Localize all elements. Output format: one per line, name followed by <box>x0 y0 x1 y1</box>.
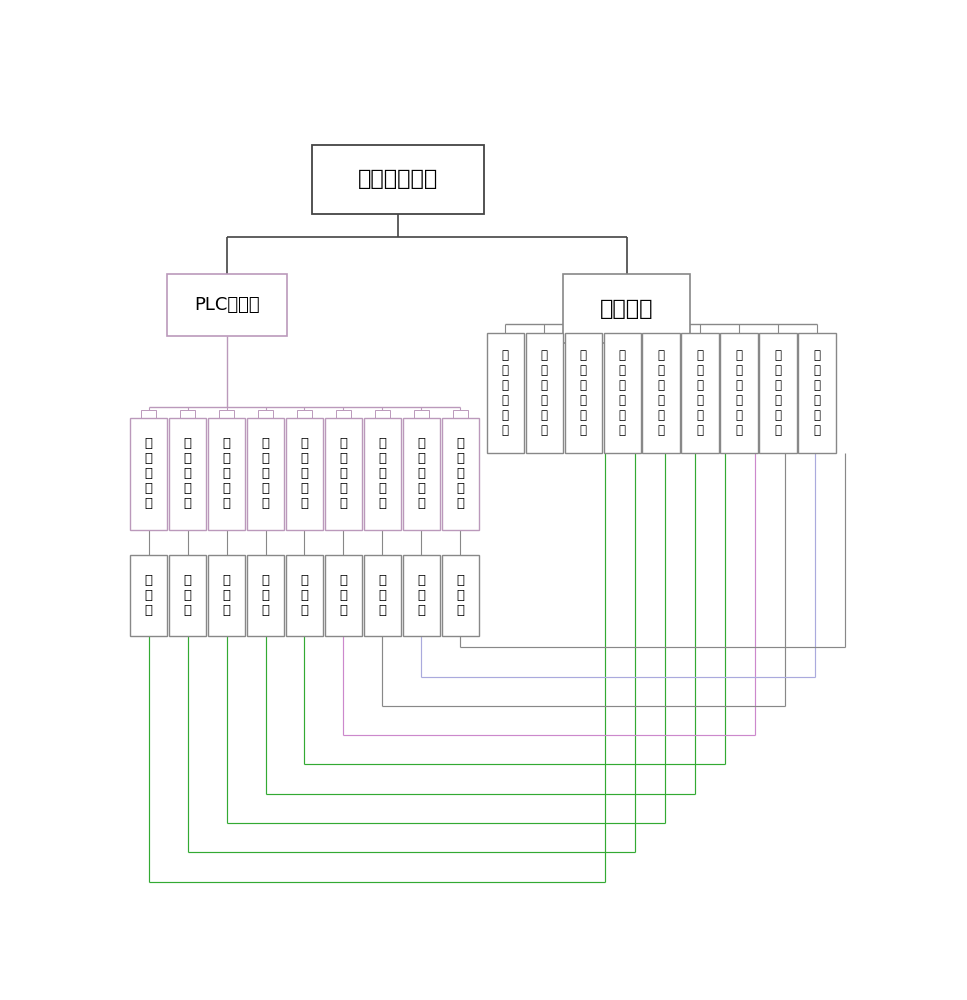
Text: PLC控制器: PLC控制器 <box>194 296 260 314</box>
FancyBboxPatch shape <box>364 418 401 530</box>
FancyBboxPatch shape <box>402 418 440 530</box>
FancyBboxPatch shape <box>325 555 363 636</box>
FancyBboxPatch shape <box>642 333 680 453</box>
FancyBboxPatch shape <box>180 410 195 418</box>
Text: 标
准
力
传
感
器: 标 准 力 传 感 器 <box>813 349 821 437</box>
FancyBboxPatch shape <box>247 555 284 636</box>
FancyBboxPatch shape <box>364 555 401 636</box>
FancyBboxPatch shape <box>563 274 690 343</box>
Text: 电
动
缸: 电 动 缸 <box>261 574 270 617</box>
FancyBboxPatch shape <box>442 418 479 530</box>
FancyBboxPatch shape <box>336 410 351 418</box>
FancyBboxPatch shape <box>759 333 797 453</box>
FancyBboxPatch shape <box>565 333 602 453</box>
Text: 伺
服
驱
动
器: 伺 服 驱 动 器 <box>378 437 387 510</box>
Text: 标
准
力
传
感
器: 标 准 力 传 感 器 <box>775 349 781 437</box>
Text: 电
动
缸: 电 动 缸 <box>456 574 464 617</box>
Text: 电
动
缸: 电 动 缸 <box>339 574 347 617</box>
Text: 力源控制模块: 力源控制模块 <box>358 169 438 189</box>
FancyBboxPatch shape <box>402 555 440 636</box>
Text: 电
动
缸: 电 动 缸 <box>184 574 191 617</box>
Text: 伺
服
驱
动
器: 伺 服 驱 动 器 <box>261 437 270 510</box>
FancyBboxPatch shape <box>799 333 835 453</box>
FancyBboxPatch shape <box>141 410 156 418</box>
Text: 电
动
缸: 电 动 缸 <box>418 574 425 617</box>
Text: 电
动
缸: 电 动 缸 <box>222 574 230 617</box>
FancyBboxPatch shape <box>414 410 429 418</box>
Text: 伺
服
驱
动
器: 伺 服 驱 动 器 <box>301 437 308 510</box>
FancyBboxPatch shape <box>169 555 206 636</box>
FancyBboxPatch shape <box>167 274 287 336</box>
FancyBboxPatch shape <box>297 410 312 418</box>
FancyBboxPatch shape <box>208 555 246 636</box>
Text: 标
准
力
传
感
器: 标 准 力 传 感 器 <box>619 349 626 437</box>
FancyBboxPatch shape <box>220 410 234 418</box>
FancyBboxPatch shape <box>130 555 167 636</box>
FancyBboxPatch shape <box>208 418 246 530</box>
FancyBboxPatch shape <box>682 333 718 453</box>
FancyBboxPatch shape <box>442 555 479 636</box>
FancyBboxPatch shape <box>375 410 390 418</box>
Text: 标
准
力
传
感
器: 标 准 力 传 感 器 <box>736 349 743 437</box>
FancyBboxPatch shape <box>720 333 758 453</box>
FancyBboxPatch shape <box>453 410 468 418</box>
Text: 伺
服
驱
动
器: 伺 服 驱 动 器 <box>184 437 191 510</box>
FancyBboxPatch shape <box>526 333 563 453</box>
Text: 标
准
力
传
感
器: 标 准 力 传 感 器 <box>502 349 509 437</box>
FancyBboxPatch shape <box>169 418 206 530</box>
Text: 标
准
力
传
感
器: 标 准 力 传 感 器 <box>541 349 547 437</box>
Text: 电
动
缸: 电 动 缸 <box>145 574 153 617</box>
Text: 标
准
力
传
感
器: 标 准 力 传 感 器 <box>658 349 664 437</box>
FancyBboxPatch shape <box>603 333 641 453</box>
Text: 采集设备: 采集设备 <box>600 299 654 319</box>
FancyBboxPatch shape <box>258 410 273 418</box>
Text: 伺
服
驱
动
器: 伺 服 驱 动 器 <box>339 437 347 510</box>
Text: 电
动
缸: 电 动 缸 <box>378 574 387 617</box>
Text: 标
准
力
传
感
器: 标 准 力 传 感 器 <box>580 349 587 437</box>
Text: 伺
服
驱
动
器: 伺 服 驱 动 器 <box>456 437 464 510</box>
FancyBboxPatch shape <box>130 418 167 530</box>
Text: 标
准
力
传
感
器: 标 准 力 传 感 器 <box>696 349 704 437</box>
FancyBboxPatch shape <box>325 418 363 530</box>
Text: 伺
服
驱
动
器: 伺 服 驱 动 器 <box>222 437 230 510</box>
FancyBboxPatch shape <box>247 418 284 530</box>
FancyBboxPatch shape <box>486 333 524 453</box>
FancyBboxPatch shape <box>312 145 484 214</box>
Text: 电
动
缸: 电 动 缸 <box>301 574 308 617</box>
FancyBboxPatch shape <box>286 555 323 636</box>
Text: 伺
服
驱
动
器: 伺 服 驱 动 器 <box>418 437 425 510</box>
Text: 伺
服
驱
动
器: 伺 服 驱 动 器 <box>145 437 153 510</box>
FancyBboxPatch shape <box>286 418 323 530</box>
